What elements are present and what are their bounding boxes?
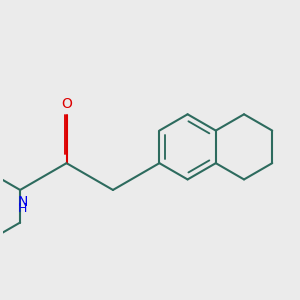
Text: H: H (18, 202, 27, 215)
Text: O: O (61, 97, 72, 111)
Text: N: N (17, 195, 28, 209)
